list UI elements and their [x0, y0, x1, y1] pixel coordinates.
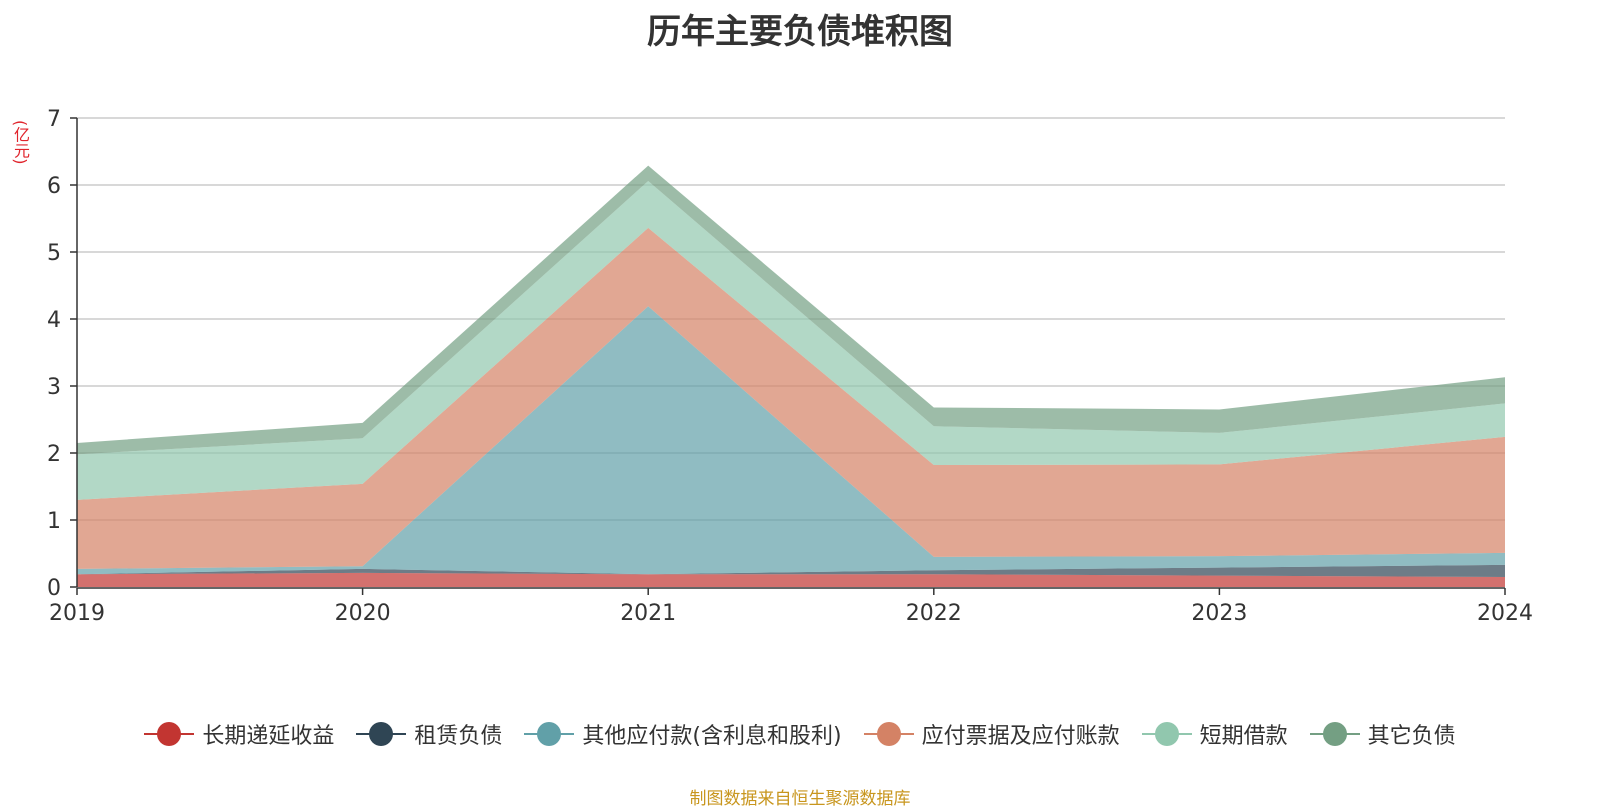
area-series-3	[77, 306, 1505, 575]
x-tick-label: 2024	[1477, 601, 1533, 626]
legend-marker-icon	[1141, 721, 1192, 747]
y-tick-label: 6	[47, 174, 61, 199]
legend-label: 短期借款	[1199, 724, 1288, 749]
y-tick-label: 0	[47, 576, 61, 601]
legend-label: 其它负债	[1367, 724, 1456, 749]
legend-label: 其他应付款(含利息和股利)	[582, 724, 842, 749]
y-tick-label: 4	[47, 308, 61, 333]
x-tick-label: 2021	[620, 601, 676, 626]
area-series-5	[77, 180, 1505, 500]
x-tick-label: 2022	[906, 601, 962, 626]
chart-title: 历年主要负债堆积图	[647, 12, 953, 52]
legend-marker-icon	[356, 721, 407, 747]
x-tick-label: 2020	[335, 601, 391, 626]
legend-marker-icon	[1309, 721, 1360, 747]
x-tick-label: 2019	[49, 601, 105, 626]
y-axis-unit-label: (亿元)	[11, 120, 30, 165]
y-tick-label: 2	[47, 442, 61, 467]
y-tick-label: 1	[47, 509, 61, 534]
y-tick-label: 7	[47, 107, 61, 132]
legend-item[interactable]: 其他应付款(含利息和股利)	[524, 718, 842, 750]
x-tick-label: 2023	[1191, 601, 1247, 626]
legend: 长期递延收益 租赁负债 其他应付款(含利息和股利) 应付票据及应付账款 短期借款 其它负债	[0, 718, 1600, 750]
legend-label: 应付票据及应付账款	[921, 724, 1120, 749]
legend-label: 租赁负债	[414, 724, 503, 749]
axes: 0 1 2 3 4 5 6 7 2019 2020 2021 2022 2023 2024	[47, 107, 1533, 626]
legend-item[interactable]: 短期借款	[1141, 718, 1288, 750]
y-tick-label: 3	[47, 375, 61, 400]
legend-label: 长期递延收益	[202, 724, 335, 749]
legend-marker-icon	[524, 721, 575, 747]
legend-item[interactable]: 应付票据及应付账款	[863, 718, 1120, 750]
area-series	[77, 165, 1505, 587]
legend-item[interactable]: 长期递延收益	[144, 718, 334, 750]
area-series-1	[77, 572, 1505, 587]
y-tick-label: 5	[47, 241, 61, 266]
legend-marker-icon	[863, 721, 914, 747]
legend-item[interactable]: 租赁负债	[356, 718, 502, 750]
area-series-4	[77, 227, 1505, 569]
legend-marker-icon	[144, 721, 195, 747]
legend-item[interactable]: 其它负债	[1309, 718, 1456, 750]
source-note: 制图数据来自恒生聚源数据库	[689, 789, 911, 809]
area-series-2	[77, 564, 1505, 577]
